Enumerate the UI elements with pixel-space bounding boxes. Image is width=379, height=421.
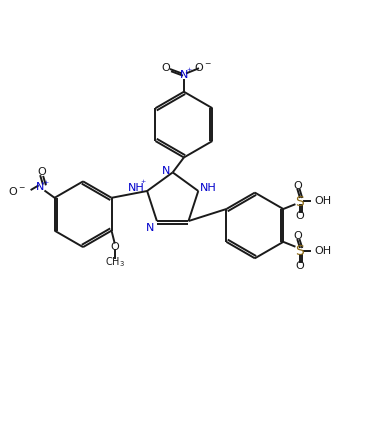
Text: O: O	[295, 261, 304, 271]
Text: S: S	[295, 195, 304, 208]
Text: OH: OH	[315, 196, 332, 206]
Text: O: O	[293, 181, 302, 191]
Text: O$^-$: O$^-$	[8, 185, 26, 197]
Text: CH$_3$: CH$_3$	[105, 255, 125, 269]
Text: N: N	[36, 182, 45, 192]
Text: $^+$: $^+$	[139, 178, 147, 187]
Text: N: N	[162, 165, 170, 176]
Text: $^+$: $^+$	[185, 67, 193, 76]
Text: NH: NH	[200, 183, 217, 193]
Text: N: N	[180, 70, 188, 80]
Text: $^+$: $^+$	[42, 179, 50, 188]
Text: OH: OH	[315, 246, 332, 256]
Text: N: N	[146, 223, 154, 233]
Text: O: O	[161, 63, 170, 73]
Text: O$^-$: O$^-$	[194, 61, 212, 73]
Text: NH: NH	[128, 183, 144, 193]
Text: O: O	[293, 231, 302, 241]
Text: S: S	[295, 244, 304, 258]
Text: O: O	[38, 168, 46, 177]
Text: O: O	[295, 211, 304, 221]
Text: O: O	[110, 242, 119, 252]
